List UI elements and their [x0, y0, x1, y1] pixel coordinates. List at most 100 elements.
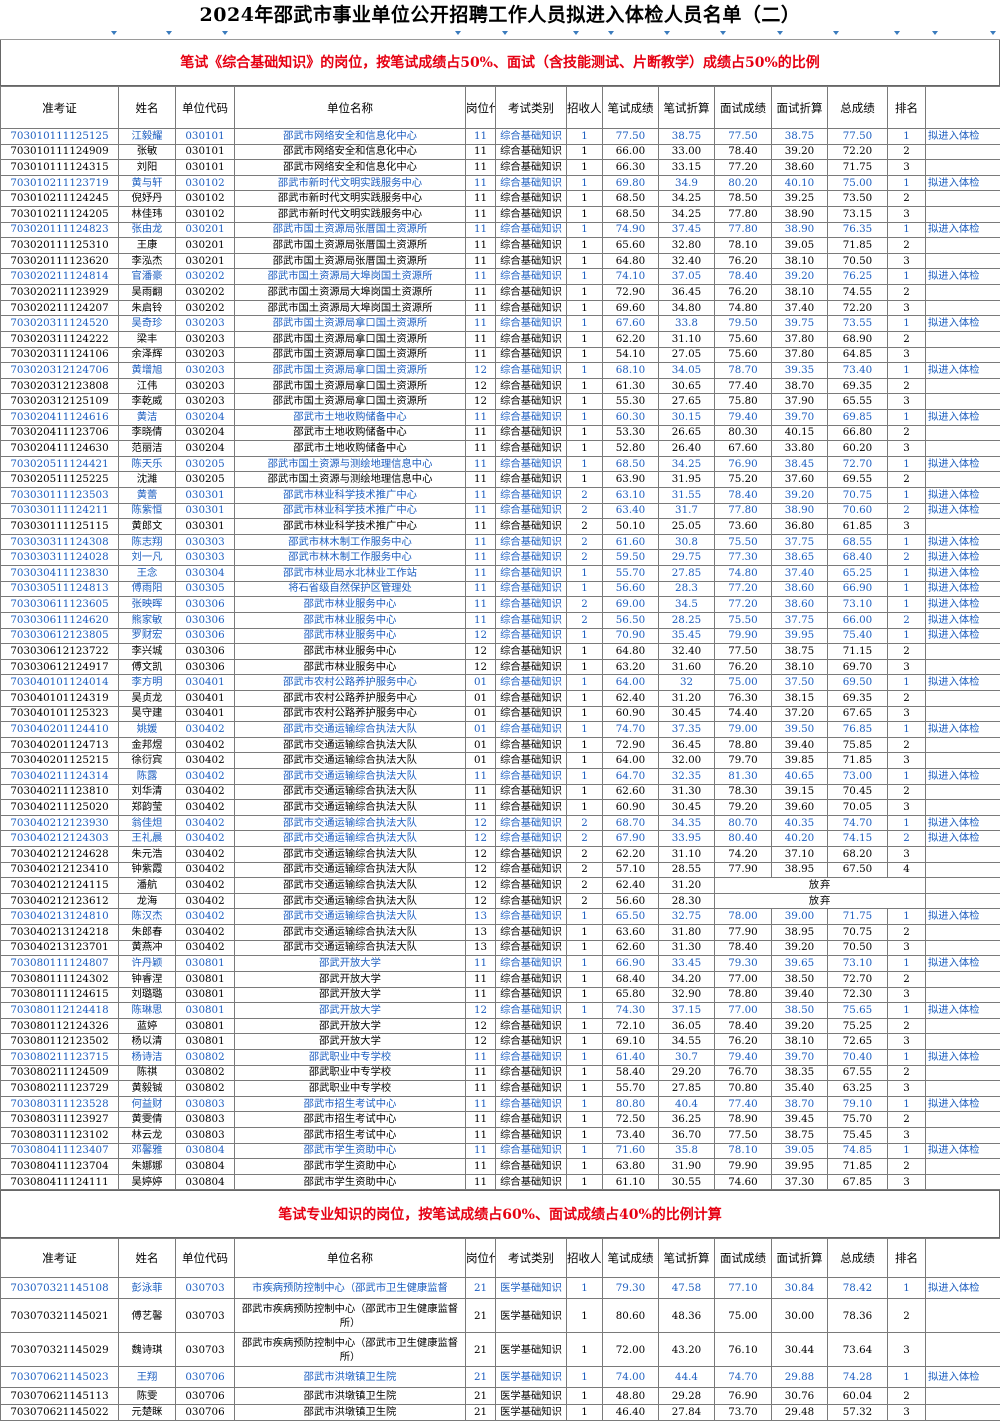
filter-arrow-icon[interactable] — [573, 31, 579, 35]
filter-arrow-icon[interactable] — [502, 31, 508, 35]
cell-written-weighted: 31.90 — [659, 1159, 715, 1175]
filter-arrow-icon[interactable] — [777, 31, 783, 35]
cell-interview-weighted: 35.40 — [772, 1081, 828, 1097]
cell-exam-type: 综合基础知识 — [496, 207, 567, 223]
filter-arrow-icon[interactable] — [166, 31, 172, 35]
filter-arrow-icon[interactable] — [664, 31, 670, 35]
filter-arrow-icon[interactable] — [222, 31, 228, 35]
cell-interview-score: 77.30 — [715, 550, 772, 566]
cell-exam-type: 综合基础知识 — [496, 566, 567, 582]
filter-arrow-icon[interactable] — [455, 31, 461, 35]
cell-unit-code: 030801 — [176, 971, 235, 987]
filter-arrow-icon[interactable] — [608, 31, 614, 35]
filter-arrow-icon[interactable] — [990, 31, 996, 35]
cell-exam-type: 综合基础知识 — [496, 394, 567, 410]
filter-arrow-icon[interactable] — [720, 31, 726, 35]
cell-post-code: 12 — [466, 378, 496, 394]
cell-post-code: 11 — [466, 1174, 496, 1190]
filter-arrow-icon[interactable] — [932, 31, 938, 35]
filter-arrow-icon[interactable] — [894, 31, 900, 35]
cell-exam-id: 703040212124628 — [1, 847, 119, 863]
filter-arrow-icon[interactable] — [111, 31, 117, 35]
filter-arrow-icon[interactable] — [833, 31, 839, 35]
cell-unit-code: 030402 — [176, 784, 235, 800]
cell-interview-score: 76.20 — [715, 285, 772, 301]
